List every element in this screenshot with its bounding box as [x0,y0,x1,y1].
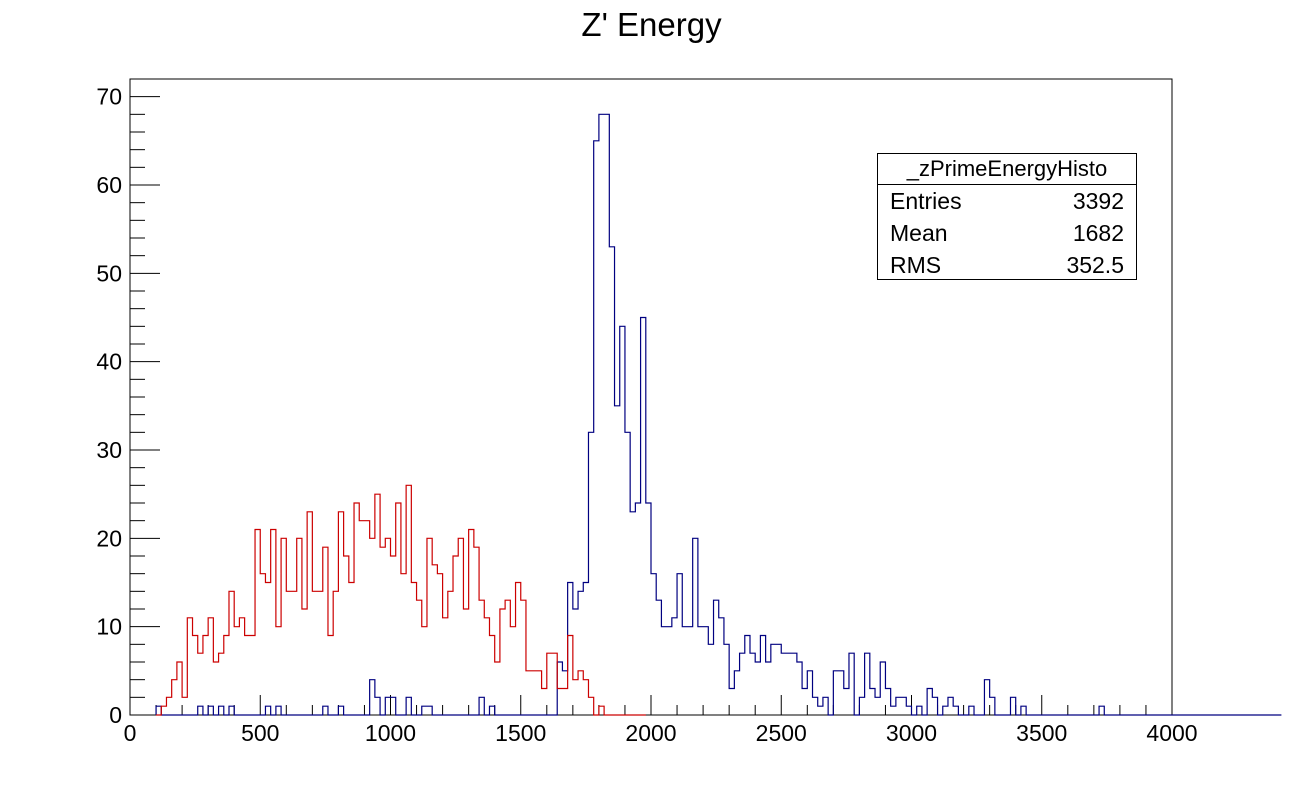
stats-mean-value: 1682 [1072,220,1124,246]
y-axis: 0 10 20 30 40 50 60 70 [96,78,160,728]
x-tick-label: 500 [241,720,279,746]
series-layer [155,113,1282,716]
x-tick-label: 1500 [495,720,546,746]
histogram-series-1 [155,113,1282,716]
x-tick-label: 3500 [1016,720,1067,746]
x-tick-label: 1000 [365,720,416,746]
stats-row-mean: Mean 1682 [878,217,1136,249]
histogram-series-2 [156,484,646,716]
x-tick-label: 2500 [756,720,807,746]
stats-entries-value: 3392 [1072,188,1124,214]
y-tick-label: 30 [96,437,122,463]
y-tick-label: 50 [96,260,122,286]
y-tick-label: 60 [96,172,122,198]
stats-entries-label: Entries [890,188,962,214]
x-tick-label: 4000 [1146,720,1197,746]
y-tick-label: 20 [96,525,122,551]
x-tick-label: 0 [124,720,137,746]
x-axis: 0 500 1000 1500 2000 2500 3000 3500 4000 [124,695,1198,746]
stats-mean-label: Mean [890,220,948,246]
x-tick-label: 2000 [625,720,676,746]
stats-rms-label: RMS [890,252,942,278]
stats-row-rms: RMS 352.5 [878,249,1136,281]
x-tick-label: 3000 [886,720,937,746]
stats-row-entries: Entries 3392 [878,185,1136,217]
y-tick-label: 0 [109,702,122,728]
stats-histo-name: _zPrimeEnergyHisto [878,154,1136,185]
chart-title: Z' Energy [581,6,722,43]
y-tick-label: 10 [96,614,122,640]
y-tick-label: 70 [96,84,122,110]
stats-box: _zPrimeEnergyHisto Entries 3392 Mean 168… [877,153,1137,280]
y-tick-label: 40 [96,349,122,375]
stats-rms-value: 352.5 [1066,252,1124,278]
